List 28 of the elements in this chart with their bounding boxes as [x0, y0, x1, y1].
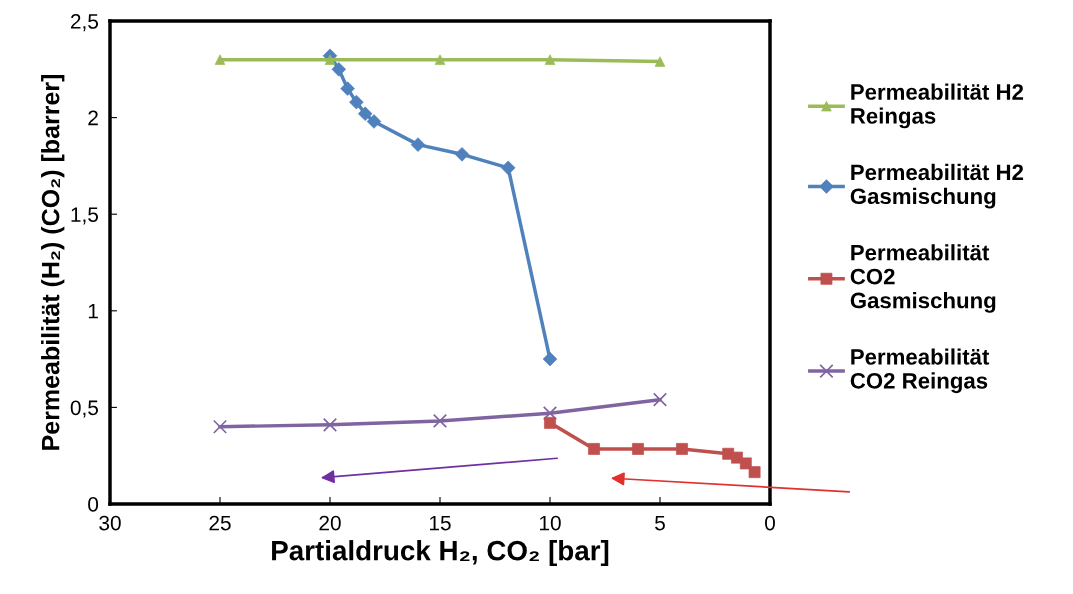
- point: [632, 443, 644, 455]
- point: [588, 443, 600, 455]
- point: [544, 416, 556, 429]
- y-tick-label: 1: [88, 304, 98, 319]
- x-tick-label: 25: [209, 515, 231, 531]
- point: [322, 417, 338, 432]
- x-tick-label: 0: [765, 515, 775, 531]
- point: [212, 419, 228, 434]
- point: [349, 94, 364, 110]
- x-tick-label: 20: [319, 515, 341, 531]
- y-tick-label: 1,5: [71, 207, 99, 225]
- point: [432, 413, 448, 429]
- legend-label: Permeabilität CO2 Gasmischung: [850, 244, 996, 313]
- y-tick-label: 0: [88, 497, 99, 512]
- point: [652, 392, 668, 407]
- y-tick-label: 2,5: [70, 14, 99, 32]
- legend-label: Permeabilität CO2 Reingas: [850, 348, 990, 394]
- x-tick-label: 5: [655, 515, 665, 531]
- y-axis-title: Permeabilität (H₂) (CO₂) [barrer]: [41, 74, 65, 450]
- x-tick-label: 30: [99, 515, 121, 531]
- x-tick-label: 10: [540, 515, 561, 531]
- y-tick-label: 2: [88, 110, 98, 126]
- x-tick-label: 15: [430, 515, 451, 531]
- legend-label: Permeabilität H2 Gasmischung: [850, 163, 1024, 209]
- point: [676, 443, 688, 455]
- x-axis-title: Partialdruck H₂, CO₂ [bar]: [272, 540, 609, 566]
- legend-label: Permeabilität H2 Reingas: [851, 83, 1024, 129]
- y-tick-label: 0,5: [70, 400, 99, 418]
